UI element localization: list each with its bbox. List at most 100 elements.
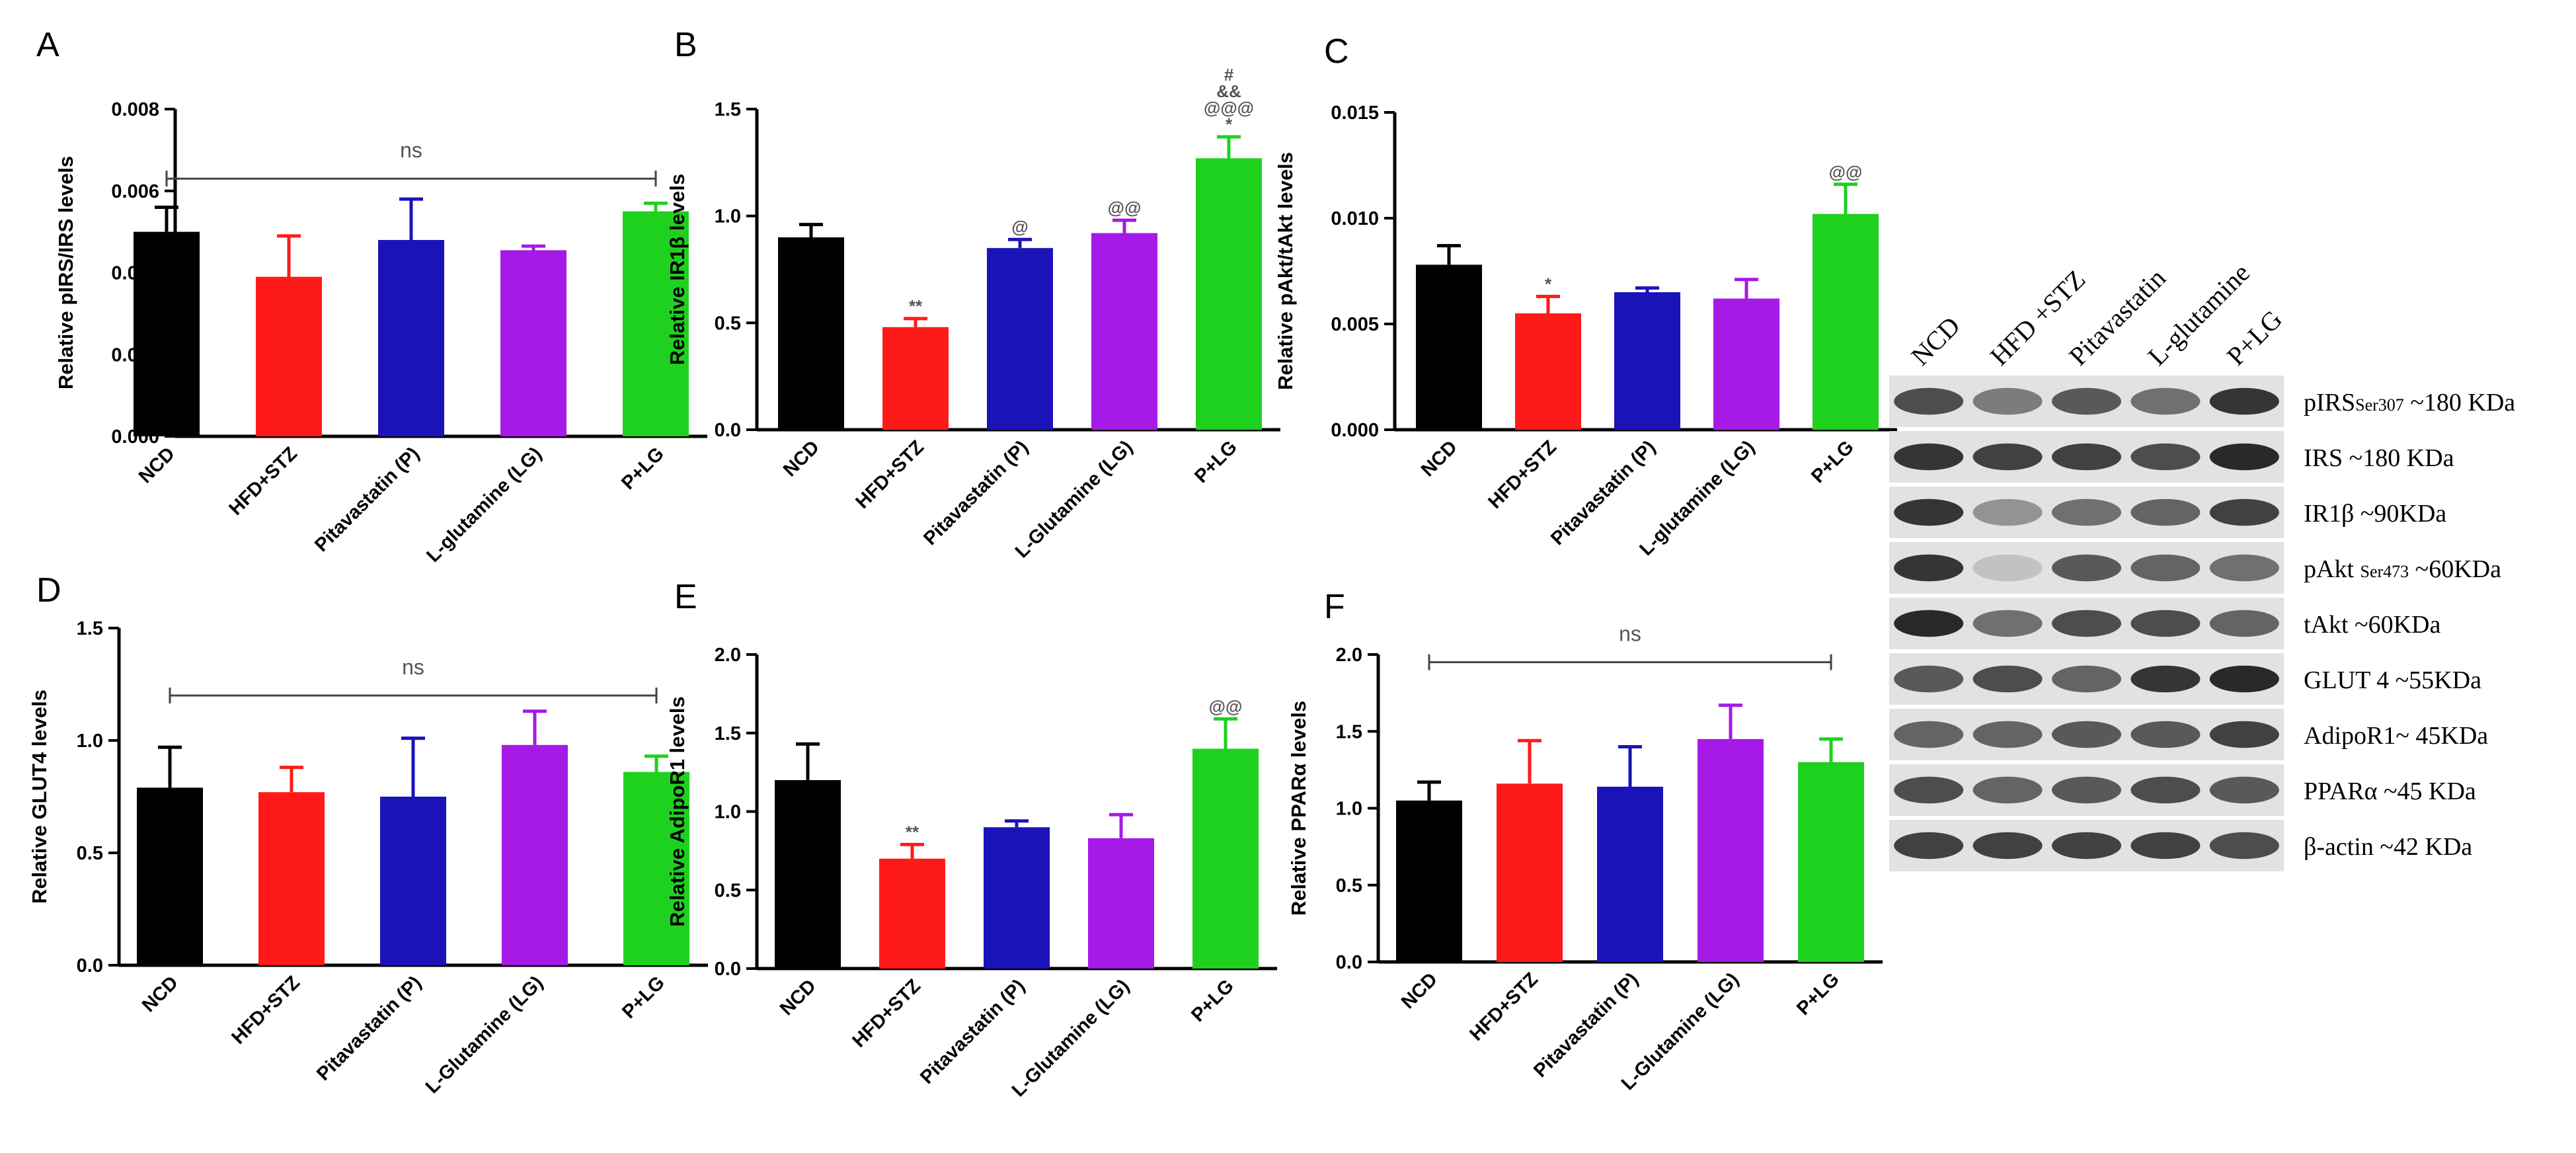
bar-l-glutamine-lg- bbox=[1713, 298, 1779, 430]
bar-pitavastatin-p- bbox=[378, 240, 444, 436]
y-tick-label: 0.0 bbox=[715, 420, 741, 441]
y-tick-label: 0.000 bbox=[1331, 420, 1379, 441]
bar-hfd-stz bbox=[1515, 313, 1581, 430]
significance-mark: @@ bbox=[1108, 198, 1142, 218]
blot-band bbox=[2051, 443, 2122, 471]
bar-hfd-stz bbox=[258, 792, 325, 965]
significance-mark: @ bbox=[1011, 217, 1028, 237]
x-tick-label: P+LG bbox=[1187, 975, 1238, 1026]
x-tick-label: P+LG bbox=[1807, 436, 1858, 487]
blot-band bbox=[2209, 776, 2279, 804]
x-tick-label: Pitavastatin (P) bbox=[313, 972, 426, 1085]
y-tick-label: 0.5 bbox=[1336, 875, 1362, 896]
panel-D: D 0.0 0.5 1.0 1.5 Relative GLUT4 levels NCD HFD… bbox=[28, 571, 708, 1097]
blot-label: AdipoR1~ 45KDa bbox=[2304, 722, 2488, 750]
blot-band bbox=[1894, 498, 1964, 526]
blot-band bbox=[2051, 832, 2122, 859]
bar-p-lg bbox=[1798, 762, 1864, 962]
significance-mark: && bbox=[1216, 81, 1241, 101]
blot-band bbox=[1894, 665, 1964, 693]
blot-label: GLUT 4 ~55KDa bbox=[2304, 666, 2481, 694]
panel-B: B 0.0 0.5 1.0 1.5 Relative IR1β levels NCD ** HF… bbox=[666, 26, 1280, 562]
blot-band bbox=[2051, 776, 2122, 804]
bar-p-lg bbox=[623, 772, 689, 965]
blot-band bbox=[1972, 554, 2043, 582]
x-tick-label: L-Glutamine (LG) bbox=[1008, 975, 1134, 1101]
panel-letter: A bbox=[36, 26, 59, 64]
blot-band bbox=[2051, 554, 2122, 582]
blot-band bbox=[1972, 832, 2043, 859]
y-tick-label: 0.5 bbox=[715, 313, 741, 334]
blot-band bbox=[2209, 443, 2279, 471]
significance-mark: # bbox=[1224, 65, 1234, 85]
blot-label: tAkt ~60KDa bbox=[2304, 611, 2441, 639]
bar-ncd bbox=[134, 231, 200, 436]
significance-mark: @@ bbox=[1829, 162, 1863, 182]
bar-pitavastatin-p- bbox=[380, 797, 446, 965]
y-tick-label: 0.010 bbox=[1331, 208, 1379, 229]
x-tick-label: Pitavastatin (P) bbox=[1547, 436, 1660, 549]
blot-band bbox=[1894, 443, 1964, 471]
blot-band bbox=[2209, 832, 2279, 859]
y-tick-label: 0.005 bbox=[1331, 314, 1379, 335]
y-tick-label: 1.0 bbox=[715, 802, 741, 823]
y-tick-label: 1.0 bbox=[715, 206, 741, 227]
x-tick-label: NCD bbox=[779, 436, 824, 481]
x-tick-label: Pitavastatin (P) bbox=[919, 436, 1033, 549]
bar-ncd bbox=[778, 237, 844, 430]
ns-label: ns bbox=[400, 138, 422, 162]
blot-band bbox=[1894, 776, 1964, 804]
bar-p-lg bbox=[1192, 748, 1259, 969]
x-tick-label: P+LG bbox=[618, 972, 669, 1023]
x-tick-label: NCD bbox=[776, 975, 820, 1019]
blot-band bbox=[2130, 776, 2201, 804]
blot-band bbox=[2130, 498, 2201, 526]
y-tick-label: 1.0 bbox=[77, 731, 103, 752]
bar-l-glutamine-lg- bbox=[1091, 233, 1157, 430]
bar-hfd-stz bbox=[256, 276, 322, 436]
y-tick-label: 0.0 bbox=[1336, 952, 1362, 973]
blot-band bbox=[2209, 387, 2279, 415]
blot-band bbox=[2051, 387, 2122, 415]
blot-band bbox=[1894, 610, 1964, 637]
blot-band bbox=[2209, 554, 2279, 582]
x-tick-label: L-Glutamine (LG) bbox=[422, 972, 547, 1097]
x-tick-label: HFD+STZ bbox=[848, 975, 924, 1051]
bar-pitavastatin-p- bbox=[984, 827, 1050, 969]
bar-pitavastatin-p- bbox=[1614, 292, 1680, 430]
blot-band bbox=[1972, 665, 2043, 693]
blot-label: pIRSSer307 ~180 KDa bbox=[2304, 389, 2515, 417]
significance-mark: @@@ bbox=[1204, 98, 1254, 118]
x-tick-label: P+LG bbox=[617, 443, 668, 494]
blot-band bbox=[2209, 721, 2279, 748]
bar-ncd bbox=[1396, 800, 1462, 962]
y-axis-label: Relative pIRS/IRS levels bbox=[54, 156, 77, 389]
significance-mark: ** bbox=[906, 822, 919, 842]
bar-p-lg bbox=[1813, 214, 1879, 430]
bar-p-lg bbox=[1196, 158, 1262, 430]
blot-band bbox=[1972, 721, 2043, 748]
x-tick-label: HFD+STZ bbox=[225, 443, 301, 519]
bar-p-lg bbox=[623, 211, 689, 436]
x-tick-label: HFD+STZ bbox=[1465, 969, 1542, 1045]
blot-band bbox=[2130, 387, 2201, 415]
significance-mark: * bbox=[1545, 274, 1552, 294]
blot-band bbox=[2130, 610, 2201, 637]
bar-ncd bbox=[137, 787, 203, 965]
bar-hfd-stz bbox=[882, 327, 949, 430]
y-tick-label: 0.5 bbox=[715, 880, 741, 901]
blot-band bbox=[2130, 443, 2201, 471]
y-tick-label: 1.5 bbox=[1336, 721, 1362, 742]
blot-band bbox=[2130, 721, 2201, 748]
x-tick-label: Pitavastatin (P) bbox=[916, 975, 1029, 1088]
blot-band bbox=[1972, 387, 2043, 415]
bar-ncd bbox=[775, 780, 841, 969]
bar-pitavastatin-p- bbox=[1597, 786, 1663, 962]
y-axis-label: Relative AdipoR1 levels bbox=[666, 696, 689, 927]
bar-ncd bbox=[1416, 264, 1482, 430]
x-tick-label: NCD bbox=[1417, 436, 1462, 481]
bar-l-glutamine-lg- bbox=[1088, 838, 1154, 969]
panel-letter: D bbox=[36, 571, 61, 610]
